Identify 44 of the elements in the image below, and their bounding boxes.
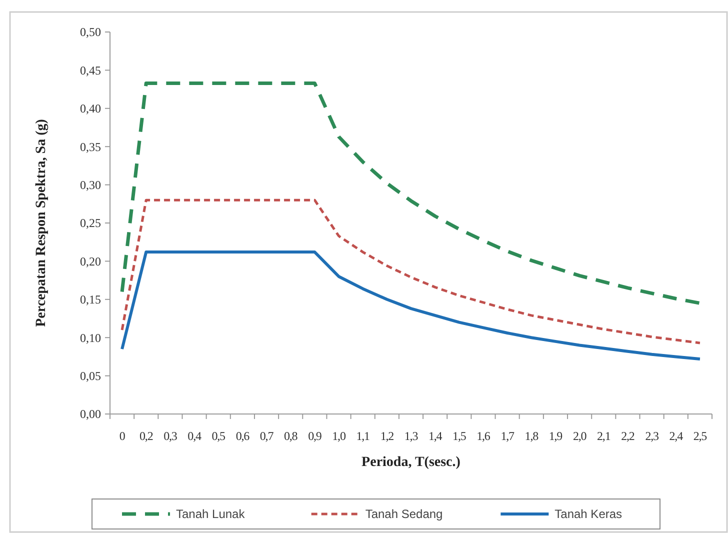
x-tick-label: 1,4 — [428, 429, 442, 443]
x-tick-label: 0,5 — [212, 429, 226, 443]
x-tick-label: 2,3 — [645, 429, 659, 443]
legend-label: Tanah Lunak — [176, 507, 246, 522]
y-tick-label: 0,35 — [80, 140, 101, 154]
x-tick-label: 0,9 — [308, 429, 322, 443]
x-tick-label: 0,6 — [236, 429, 250, 443]
y-axis-title: Percepatan Respon Spektra, Sa (g) — [34, 118, 49, 327]
line-series — [120, 250, 702, 360]
x-tick-label: 1,0 — [332, 429, 346, 443]
x-tick-label: 2,0 — [572, 429, 587, 443]
y-tick-label: 0,05 — [80, 369, 101, 383]
legend-label: Tanah Sedang — [365, 507, 443, 522]
line-series — [120, 198, 702, 344]
y-tick-label: 0,15 — [80, 292, 101, 307]
x-tick-label: 0,4 — [188, 429, 202, 443]
y-tick-label: 0,20 — [80, 254, 101, 268]
x-tick-label: 2,4 — [669, 429, 684, 443]
x-tick-label: 0,7 — [260, 429, 274, 443]
x-tick-label: 0,2 — [140, 429, 154, 443]
x-tick-label: 0,3 — [164, 429, 178, 443]
x-axis-title: Perioda, T(sesc.) — [362, 455, 461, 470]
x-tick-label: 2,2 — [621, 429, 635, 443]
x-tick-label: 1,1 — [356, 429, 370, 443]
y-tick-label: 0,10 — [80, 330, 101, 345]
x-tick-label: 1,3 — [404, 429, 418, 443]
y-tick-label: 0,50 — [80, 25, 101, 40]
line-series — [120, 81, 702, 305]
y-tick-label: 0,45 — [80, 63, 101, 78]
y-tick-label: 0,30 — [80, 178, 101, 192]
x-tick-label: 1,2 — [380, 429, 394, 443]
x-tick-label: 1,6 — [476, 429, 490, 443]
y-tick-label: 0,40 — [80, 102, 101, 116]
x-tick-label: 1,8 — [524, 429, 539, 443]
x-tick-label: 2,1 — [597, 429, 611, 443]
y-tick-label: 0,00 — [80, 407, 101, 422]
x-tick-label: 2,5 — [693, 429, 708, 443]
x-tick-label: 1,7 — [500, 429, 515, 443]
x-tick-label: 1,5 — [452, 429, 466, 443]
y-tick-label: 0,25 — [80, 216, 101, 230]
x-tick-label: 0,8 — [284, 429, 298, 443]
x-tick-label: 1,9 — [548, 429, 563, 443]
x-tick-label: 0 — [119, 429, 126, 443]
legend-label: Tanah Keras — [554, 507, 622, 522]
